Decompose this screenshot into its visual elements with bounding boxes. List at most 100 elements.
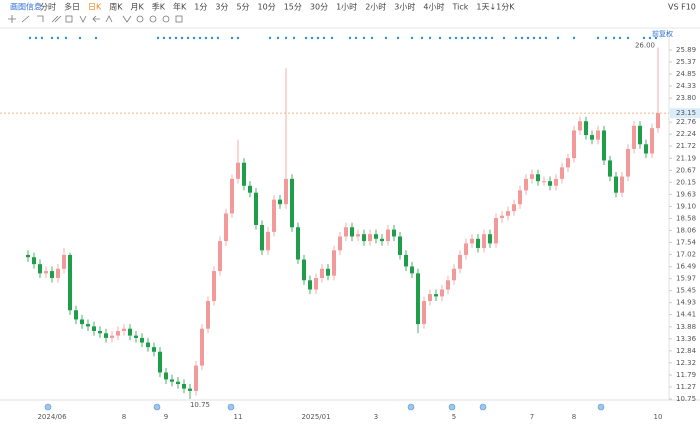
y-tick-label: 18.58 (676, 215, 696, 223)
tool-lock[interactable] (149, 15, 157, 23)
y-tick-label: 18.06 (676, 226, 697, 234)
candle-body (464, 243, 468, 255)
tool-brush[interactable] (122, 15, 132, 23)
candle-body (596, 130, 600, 140)
event-icon[interactable] (407, 403, 415, 411)
tool-arrow[interactable] (92, 15, 100, 23)
event-icon[interactable] (44, 403, 52, 411)
tool-rays[interactable] (37, 15, 44, 22)
period-tab[interactable]: 1小时 (336, 2, 357, 12)
tool-line[interactable] (21, 15, 30, 23)
tool-eye[interactable] (162, 15, 170, 23)
period-tab[interactable]: 分时 (40, 2, 56, 12)
y-tick-label: 12.32 (676, 359, 696, 367)
event-dot (532, 36, 536, 40)
candle-body (296, 227, 300, 260)
candle-body (350, 227, 354, 237)
candle-body (344, 227, 348, 237)
candle-body (314, 277, 318, 290)
tool-magnet[interactable] (136, 15, 144, 23)
candle-body (416, 273, 420, 325)
y-tick-label: 19.10 (676, 203, 696, 211)
y-tick-label: 24.33 (676, 82, 696, 90)
tool-cursor[interactable] (8, 15, 16, 23)
period-tab[interactable]: 多日 (64, 2, 80, 12)
candle-body (212, 271, 216, 302)
candle-body (104, 333, 108, 338)
period-tab[interactable]: 10分 (258, 3, 276, 12)
candle-body (290, 178, 294, 228)
event-dot (210, 36, 214, 40)
candle-body (122, 328, 126, 331)
y-tick-label: 15.97 (676, 275, 696, 283)
event-dot (612, 36, 616, 40)
candle-body (368, 234, 372, 242)
candle-body (62, 254, 66, 269)
candle-body (326, 268, 330, 276)
event-dot (162, 36, 166, 40)
candle-body (404, 254, 408, 267)
tool-channel[interactable] (51, 15, 62, 23)
event-icon[interactable] (597, 403, 605, 411)
event-dot (354, 36, 358, 40)
period-tab[interactable]: 30分 (310, 3, 328, 12)
event-dot (370, 36, 374, 40)
toolbar-title[interactable]: 画图信息 (10, 2, 42, 12)
candle-body (272, 199, 276, 232)
period-tab[interactable]: 15分 (284, 3, 302, 12)
candle-body (170, 379, 174, 382)
adjust-label[interactable]: 前复权 (652, 29, 673, 38)
tool-shape[interactable] (65, 15, 73, 23)
period-tab[interactable]: 季K (152, 2, 166, 12)
event-dot (230, 36, 234, 40)
event-dot (156, 36, 160, 40)
period-tab[interactable]: 1分 (194, 3, 207, 12)
period-tab[interactable]: 1天↓1分K (476, 3, 515, 12)
period-tab[interactable]: 5分 (236, 3, 249, 12)
period-tab[interactable]: Tick (451, 3, 468, 12)
candle-body (158, 351, 162, 373)
period-tab[interactable]: 2小时 (365, 2, 386, 12)
event-icon[interactable] (153, 403, 161, 411)
event-dot (410, 36, 414, 40)
candle-body (590, 135, 594, 140)
event-dot (168, 36, 172, 40)
event-icon[interactable] (227, 403, 235, 411)
y-tick-label: 11.27 (676, 383, 696, 391)
candle-body (236, 162, 240, 179)
event-icon[interactable] (479, 403, 487, 411)
period-tab[interactable]: 年K (173, 2, 187, 12)
event-dot (198, 36, 202, 40)
tool-text[interactable] (105, 15, 113, 23)
event-icon[interactable] (448, 403, 456, 411)
event-dot (454, 36, 458, 40)
y-tick-label: 16.49 (676, 263, 696, 271)
candle-body (32, 257, 36, 265)
candle-body (128, 328, 132, 336)
event-dot (438, 36, 442, 40)
tool-delete[interactable] (175, 15, 183, 23)
y-tick-label: 14.41 (676, 311, 696, 319)
candle-body (188, 388, 192, 391)
event-dot (330, 36, 334, 40)
candle-body (332, 250, 336, 276)
candle-body (374, 234, 378, 239)
period-tab[interactable]: 周K (109, 3, 123, 12)
period-tab[interactable]: 日K (88, 3, 102, 12)
period-tab[interactable]: 月K (131, 3, 145, 12)
tool-fib[interactable] (79, 15, 87, 23)
y-tick-label: 25.37 (676, 58, 696, 66)
candle-body (38, 264, 42, 274)
event-dot (556, 36, 560, 40)
period-tab[interactable]: 3小时 (394, 2, 415, 12)
candle-body (80, 319, 84, 325)
event-dot (268, 36, 272, 40)
event-dot (304, 36, 308, 40)
period-tab[interactable]: 3分 (215, 3, 228, 12)
toolbar-right[interactable]: VS F10 (668, 3, 696, 12)
candle-body (602, 130, 606, 161)
candle-body (632, 125, 636, 149)
period-tab[interactable]: 4小时 (423, 2, 444, 12)
event-dot (544, 36, 548, 40)
event-dot (648, 36, 652, 40)
